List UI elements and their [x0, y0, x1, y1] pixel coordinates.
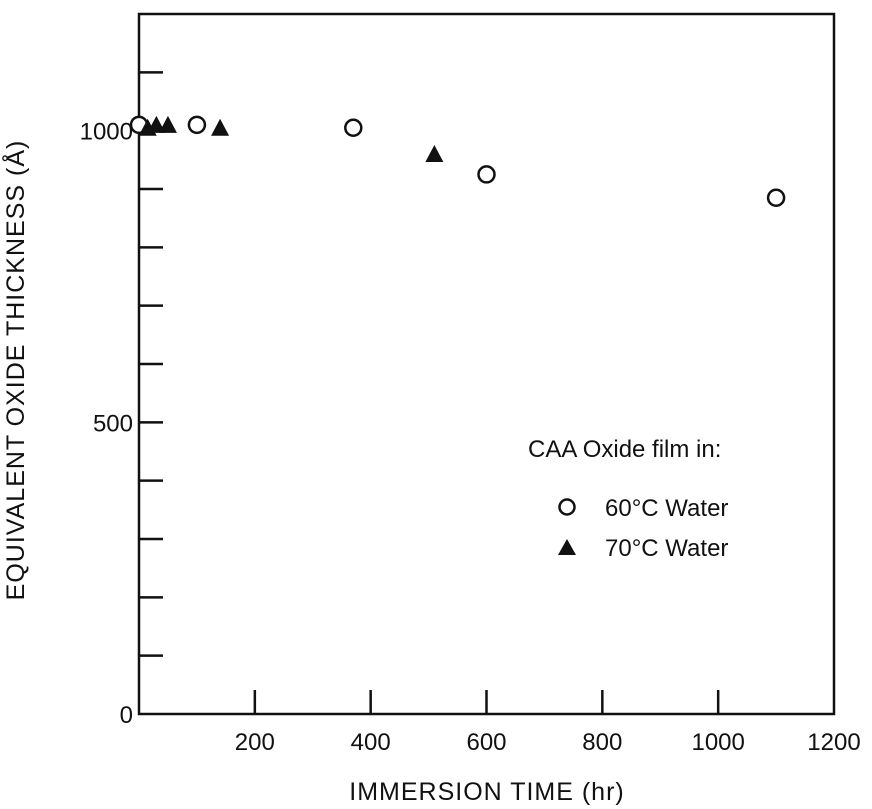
data-point-60c [344, 118, 363, 137]
x-tick-label: 600 [466, 729, 506, 756]
x-tick-label: 1200 [807, 729, 860, 756]
data-point-70c [425, 145, 444, 162]
legend-marker-70c [558, 539, 576, 555]
y-axis-ticks: 0 500 1000 [80, 71, 163, 729]
y-axis-title: EQUIVALENT OXIDE THICKNESS (Å) [0, 140, 30, 601]
legend: CAA Oxide film in: 60°C Water 70°C Water [528, 436, 728, 562]
data-point-70c [158, 115, 177, 133]
data-point-60c [477, 165, 496, 184]
x-tick-label: 400 [351, 729, 391, 756]
data-point-70c [211, 118, 230, 136]
data-point-60c [766, 188, 786, 207]
x-tick-label: 200 [235, 729, 275, 756]
x-axis-title: IMMERSION TIME (hr) [349, 778, 624, 806]
y-tick-label: 0 [120, 702, 133, 729]
x-tick-label: 1000 [691, 729, 744, 756]
data-points [129, 115, 786, 207]
x-tick-label: 800 [582, 729, 622, 756]
y-tick-label: 1000 [80, 119, 133, 146]
legend-marker-60c [558, 498, 576, 516]
y-tick-label: 500 [93, 410, 133, 437]
plot-axes [137, 12, 836, 716]
data-point-60c [187, 115, 207, 135]
legend-title: CAA Oxide film in: [528, 436, 721, 463]
legend-label-70c: 70°C Water [605, 535, 728, 562]
x-axis-ticks: 200 400 600 800 1000 1200 [235, 690, 861, 756]
data-point-70c [147, 115, 166, 133]
plot-frame [137, 12, 836, 716]
legend-label-60c: 60°C Water [605, 495, 728, 522]
